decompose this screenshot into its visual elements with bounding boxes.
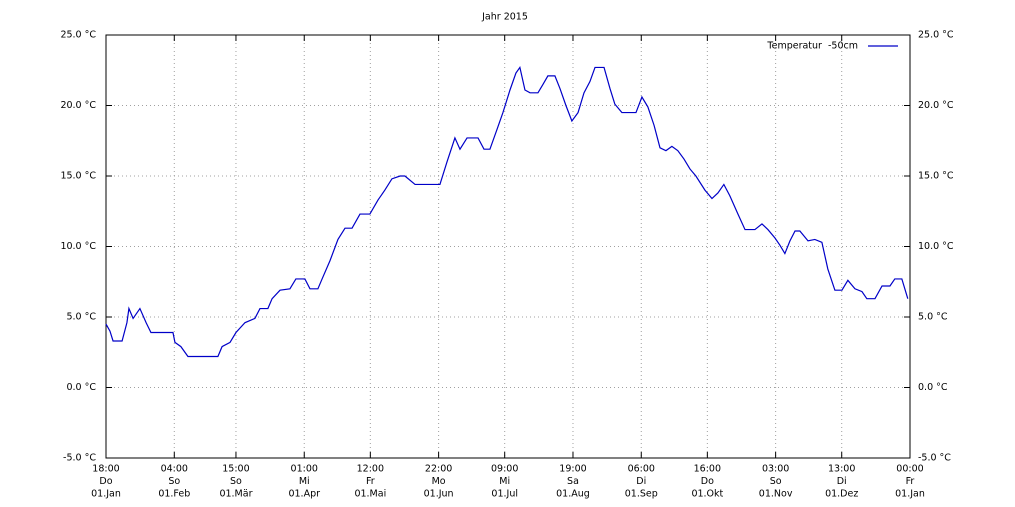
x-tick-label: 06:00 <box>628 464 655 475</box>
chart-title: Jahr 2015 <box>481 12 528 23</box>
x-tick-label: 15:00 <box>222 464 249 475</box>
y2-tick-label: 5.0 °C <box>918 312 948 323</box>
x-tick-label: 13:00 <box>828 464 855 475</box>
x-tick-label: 01.Nov <box>759 489 793 500</box>
x-tick-label: 12:00 <box>357 464 384 475</box>
y2-tick-label: 20.0 °C <box>918 100 954 111</box>
y-tick-label: 10.0 °C <box>60 241 96 252</box>
x-tick-label: 18:00 <box>92 464 119 475</box>
x-tick-label: 01.Jan <box>91 489 121 500</box>
x-tick-label: 03:00 <box>762 464 789 475</box>
x-tick-label: 01.Apr <box>288 489 320 500</box>
x-tick-label: 01.Dez <box>825 489 858 500</box>
x-tick-label: Fr <box>366 476 375 487</box>
x-tick-label: 01.Jul <box>491 489 518 500</box>
x-tick-label: 01.Feb <box>158 489 190 500</box>
x-tick-label: Di <box>837 476 847 487</box>
x-tick-label: Sa <box>567 476 579 487</box>
x-tick-label: 00:00 <box>896 464 923 475</box>
x-tick-label: Fr <box>906 476 915 487</box>
x-tick-label: 16:00 <box>694 464 721 475</box>
x-tick-label: Do <box>701 476 714 487</box>
x-tick-label: 01.Sep <box>625 489 658 500</box>
x-tick-label: 01.Mai <box>354 489 386 500</box>
x-tick-label: 01.Aug <box>556 489 590 500</box>
plot-frame <box>105 34 911 459</box>
y2-tick-label: -5.0 °C <box>918 453 951 464</box>
x-tick-label: 01:00 <box>291 464 318 475</box>
x-tick-label: 01.Mär <box>219 489 252 500</box>
data-line <box>105 65 909 358</box>
x-tick-label: 19:00 <box>559 464 586 475</box>
x-tick-label: So <box>770 476 782 487</box>
legend-label: Temperatur -50cm <box>766 41 858 52</box>
y-tick-label: 15.0 °C <box>60 171 96 182</box>
x-tick-label: 09:00 <box>491 464 518 475</box>
y2-tick-label: 0.0 °C <box>918 382 948 393</box>
x-tick-label: Do <box>99 476 112 487</box>
x-tick-label: Mo <box>432 476 446 487</box>
y2-tick-label: 15.0 °C <box>918 171 954 182</box>
y-tick-label: -5.0 °C <box>63 453 96 464</box>
x-tick-label: 04:00 <box>161 464 188 475</box>
x-tick-label: Di <box>636 476 646 487</box>
x-tick-label: 01.Okt <box>691 489 723 500</box>
x-tick-label: 01.Jan <box>895 489 925 500</box>
y2-tick-label: 25.0 °C <box>918 30 954 41</box>
y-tick-label: 25.0 °C <box>60 30 96 41</box>
x-tick-label: 22:00 <box>425 464 452 475</box>
y-tick-label: 5.0 °C <box>66 312 96 323</box>
x-tick-label: 01.Jun <box>424 489 454 500</box>
y2-tick-label: 10.0 °C <box>918 241 954 252</box>
x-tick-label: Mi <box>499 476 510 487</box>
x-tick-label: Mi <box>299 476 310 487</box>
x-tick-label: So <box>230 476 242 487</box>
y-tick-label: 0.0 °C <box>66 382 96 393</box>
x-tick-label: So <box>168 476 180 487</box>
y-tick-label: 20.0 °C <box>60 100 96 111</box>
